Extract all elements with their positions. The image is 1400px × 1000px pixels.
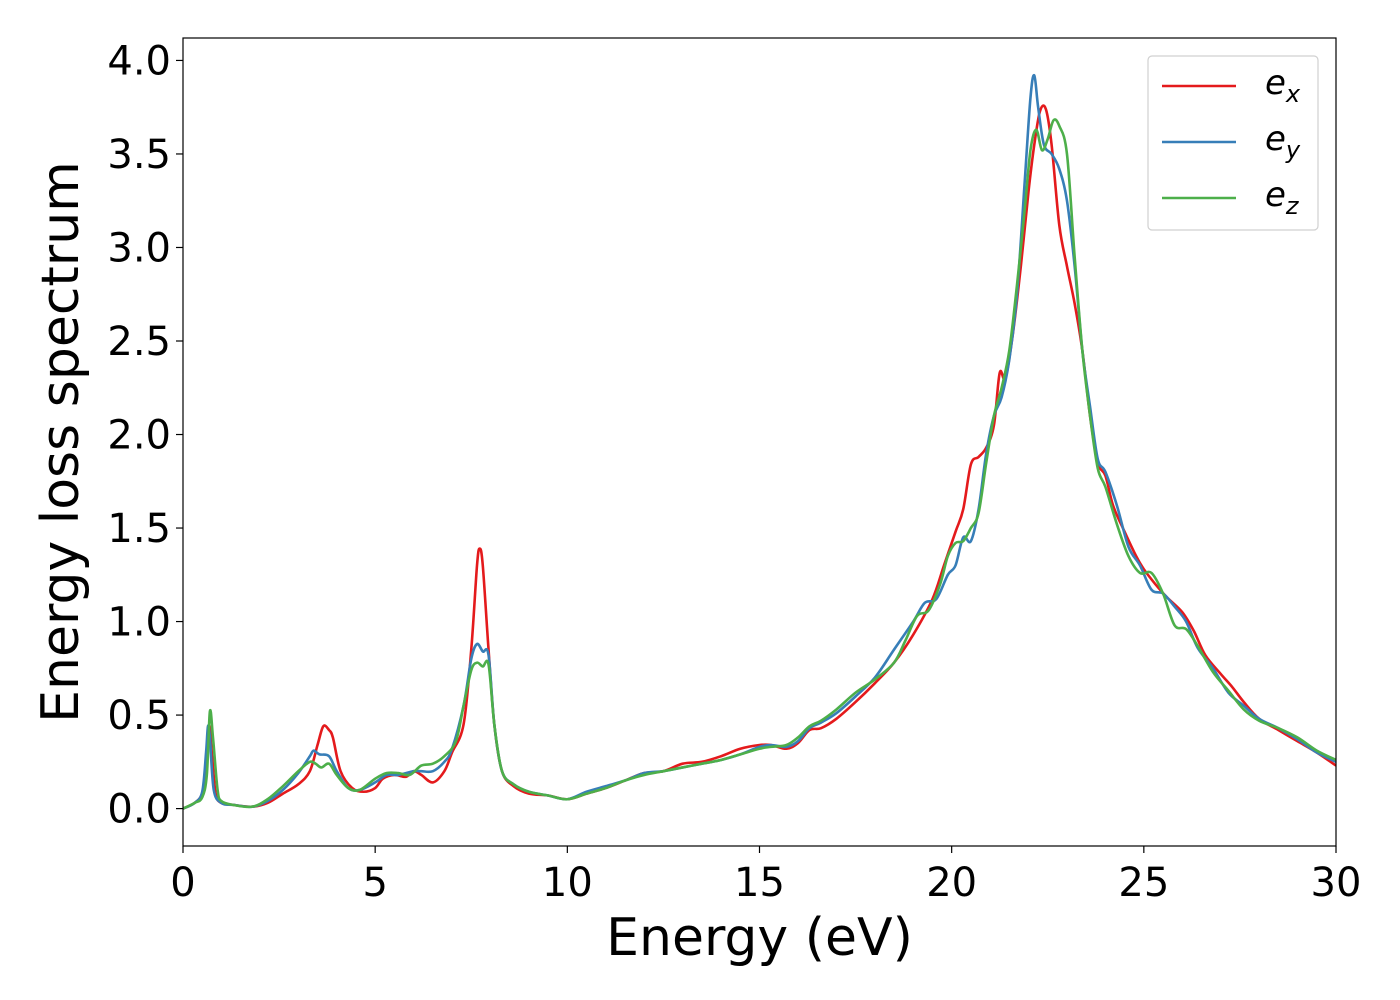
x-tick-label: 5 xyxy=(362,860,387,906)
series-layer xyxy=(183,73,1336,810)
x-tick-label: 0 xyxy=(170,860,195,906)
y-axis-title: Energy loss spectrum xyxy=(31,161,91,723)
legend-label: ez xyxy=(1265,175,1300,220)
x-tick-label: 30 xyxy=(1311,860,1362,906)
legend-label-subscript: z xyxy=(1285,192,1300,220)
x-tick-label: 10 xyxy=(542,860,593,906)
y-tick-label: 2.0 xyxy=(107,413,171,459)
legend-label-base: e xyxy=(1265,63,1286,103)
x-tick-label: 25 xyxy=(1118,860,1169,906)
series-line-ez xyxy=(183,118,1336,810)
legend-label: ex xyxy=(1265,63,1301,108)
legend-label-base: e xyxy=(1265,119,1286,159)
y-tick-label: 1.0 xyxy=(107,600,171,646)
x-axis-title: Energy (eV) xyxy=(606,908,913,968)
legend-label-base: e xyxy=(1265,175,1286,215)
y-tick-label: 0.0 xyxy=(107,787,171,833)
legend-label-subscript: x xyxy=(1285,80,1301,108)
legend-label-subscript: y xyxy=(1285,136,1301,164)
y-tick-label: 3.0 xyxy=(107,225,171,271)
y-tick-label: 4.0 xyxy=(107,38,171,84)
x-tick-label: 15 xyxy=(734,860,785,906)
ticks-layer: 0 5 10 15 20 25 30 0.0 0.5 1.0 1.5 2.0 2.5 3.0 3.5 4.0 xyxy=(107,38,1361,906)
y-tick-label: 2.5 xyxy=(107,319,171,365)
y-tick-label: 3.5 xyxy=(107,132,171,178)
series-line-ey xyxy=(183,73,1336,810)
x-tick-label: 20 xyxy=(926,860,977,906)
legend-label: ey xyxy=(1265,119,1301,164)
y-tick-label: 1.5 xyxy=(107,506,171,552)
y-tick-label: 0.5 xyxy=(107,693,171,739)
series-line-ex xyxy=(183,104,1336,810)
